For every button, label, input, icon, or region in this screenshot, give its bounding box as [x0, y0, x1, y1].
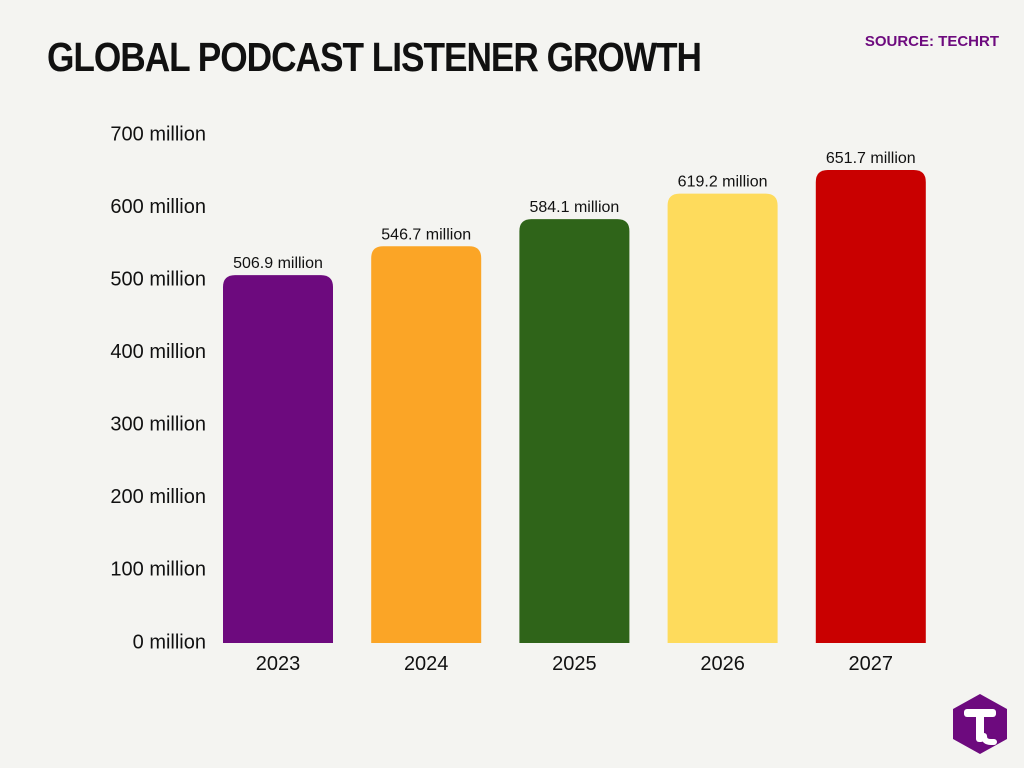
y-tick-label: 200 million	[110, 486, 206, 508]
data-label-2023: 506.9 million	[233, 255, 323, 272]
y-tick-label: 500 million	[110, 268, 206, 290]
y-tick-label: 400 million	[110, 341, 206, 363]
data-label-2024: 546.7 million	[381, 226, 471, 243]
y-tick-label: 600 million	[110, 196, 206, 218]
x-tick-label-2027: 2027	[849, 653, 894, 675]
x-tick-label-2026: 2026	[700, 653, 745, 675]
bar-2023	[223, 275, 333, 643]
bar-2024	[371, 246, 482, 643]
data-label-2025: 584.1 million	[529, 199, 619, 216]
techrt-t-logo-icon	[953, 694, 1007, 754]
y-tick-label: 700 million	[110, 123, 206, 145]
x-tick-label-2024: 2024	[404, 653, 449, 675]
data-label-2026: 619.2 million	[678, 174, 768, 191]
y-tick-label: 0 million	[133, 631, 206, 653]
bar-2026	[667, 193, 778, 644]
y-tick-label: 300 million	[110, 414, 206, 436]
data-label-2027: 651.7 million	[826, 150, 916, 167]
chart-title: GLOBAL PODCAST LISTENER GROWTH	[47, 34, 702, 80]
y-tick-label: 100 million	[110, 559, 206, 581]
x-tick-label-2023: 2023	[256, 653, 301, 675]
bar-2027	[815, 170, 926, 643]
source-label: SOURCE: TECHRT	[864, 33, 999, 50]
bar-2025	[519, 219, 630, 643]
x-tick-label-2025: 2025	[552, 653, 597, 675]
